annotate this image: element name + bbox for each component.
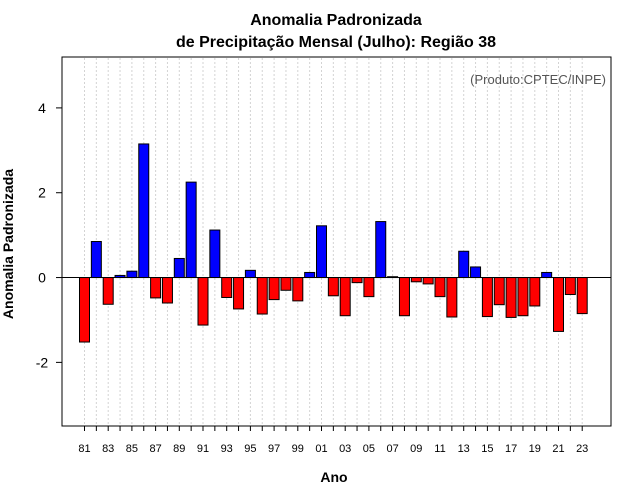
chart-title-line1: Anomalia Padronizada bbox=[250, 12, 422, 29]
bar-83 bbox=[102, 277, 114, 305]
x-tick-label: 93 bbox=[221, 443, 233, 455]
y-axis-title: Anomalia Padronizada bbox=[0, 169, 16, 319]
plot-frame bbox=[61, 56, 612, 427]
y-tick-label: -2 bbox=[36, 354, 49, 370]
bar-99 bbox=[292, 277, 304, 302]
bar-12 bbox=[446, 277, 458, 318]
x-tick-label: 11 bbox=[434, 443, 445, 455]
x-tick-label: 95 bbox=[244, 443, 256, 455]
bar-97 bbox=[268, 277, 280, 301]
bar-17 bbox=[505, 277, 517, 318]
bar-15 bbox=[481, 277, 493, 318]
bar-06 bbox=[375, 221, 387, 279]
bar-92 bbox=[209, 229, 221, 279]
x-tick-label: 81 bbox=[78, 443, 90, 455]
bar-90 bbox=[185, 181, 197, 279]
bar-19 bbox=[529, 277, 541, 307]
x-tick-label: 15 bbox=[481, 443, 493, 455]
x-axis: 81 83 85 87 89 91 93 95 97 99 01 03 05 07 09 11 13 15 17 19… bbox=[78, 426, 588, 455]
x-tick-label: 13 bbox=[458, 443, 470, 455]
bar-23 bbox=[576, 277, 588, 315]
bar-82 bbox=[90, 241, 102, 279]
x-tick-label: 03 bbox=[339, 443, 351, 455]
y-tick-label: 4 bbox=[38, 100, 46, 116]
bar-22 bbox=[564, 277, 576, 296]
x-tick-label: 87 bbox=[149, 443, 161, 455]
x-tick-label: 85 bbox=[126, 443, 138, 455]
bar-94 bbox=[233, 277, 245, 310]
x-tick-label: 99 bbox=[292, 443, 304, 455]
bar-93 bbox=[221, 277, 233, 298]
bar-95 bbox=[244, 269, 256, 279]
bar-09 bbox=[410, 277, 422, 283]
y-axis: -2 0 2 4 bbox=[36, 100, 62, 370]
bar-18 bbox=[517, 277, 529, 317]
bar-89 bbox=[173, 257, 185, 279]
x-tick-label: 01 bbox=[315, 443, 327, 455]
bar-87 bbox=[150, 277, 162, 299]
x-tick-label: 21 bbox=[552, 443, 564, 455]
x-tick-label: 17 bbox=[505, 443, 517, 455]
bar-00 bbox=[304, 271, 316, 279]
x-tick-label: 19 bbox=[529, 443, 541, 455]
y-tick-label: 2 bbox=[38, 185, 46, 201]
bar-13 bbox=[458, 250, 470, 279]
x-tick-label: 09 bbox=[410, 443, 422, 455]
bar-88 bbox=[161, 277, 173, 304]
chart-title-line2: de Precipitação Mensal (Julho): Região 3… bbox=[176, 34, 496, 51]
x-axis-title: Ano bbox=[320, 469, 347, 485]
bar-86 bbox=[138, 143, 150, 279]
bar-03 bbox=[339, 277, 351, 317]
x-tick-label: 91 bbox=[197, 443, 209, 455]
bar-21 bbox=[553, 277, 564, 332]
bar-14 bbox=[470, 266, 482, 279]
bar-08 bbox=[398, 277, 410, 317]
bars bbox=[79, 143, 588, 343]
bar-81 bbox=[79, 277, 90, 343]
bar-96 bbox=[256, 277, 268, 315]
x-tick-label: 83 bbox=[102, 443, 114, 455]
bar-98 bbox=[280, 277, 292, 291]
bar-02 bbox=[327, 277, 339, 297]
x-tick-label: 97 bbox=[268, 443, 280, 455]
x-tick-label: 23 bbox=[576, 443, 588, 455]
bar-10 bbox=[422, 277, 434, 285]
x-tick-label: 89 bbox=[173, 443, 185, 455]
bar-05 bbox=[363, 277, 375, 298]
bar-04 bbox=[351, 277, 363, 284]
x-tick-label: 05 bbox=[363, 443, 375, 455]
bar-16 bbox=[493, 277, 505, 306]
credit-label: (Produto:CPTEC/INPE) bbox=[470, 72, 606, 87]
bar-01 bbox=[316, 225, 327, 279]
x-tick-label: 07 bbox=[386, 443, 398, 455]
grid-lines bbox=[84, 58, 583, 425]
bar-91 bbox=[197, 277, 209, 326]
bar-11 bbox=[434, 277, 446, 298]
y-tick-label: 0 bbox=[38, 270, 46, 286]
bar-85 bbox=[126, 270, 138, 279]
bar-20 bbox=[541, 271, 553, 279]
